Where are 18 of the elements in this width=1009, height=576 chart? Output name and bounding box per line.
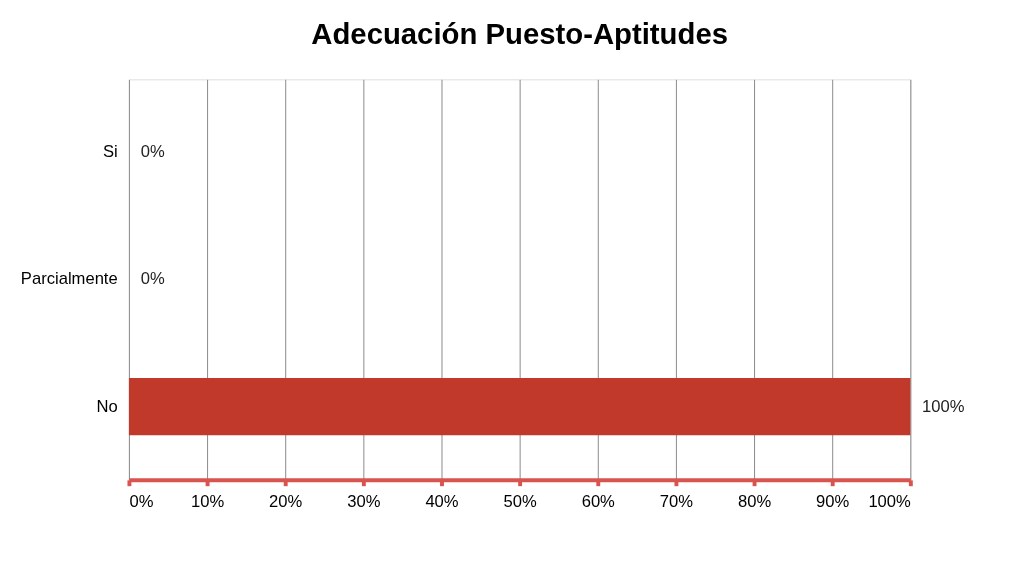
y-tick-label: Parcialmente xyxy=(20,269,118,289)
data-label: 0% xyxy=(140,142,165,162)
x-tick-label: 0% xyxy=(129,491,154,511)
x-tick-label: 10% xyxy=(190,491,225,511)
x-tick-label: 90% xyxy=(816,491,850,511)
x-tick-label: 60% xyxy=(581,491,616,511)
data-label: 0% xyxy=(140,269,165,289)
x-tick-label: 80% xyxy=(737,491,772,511)
x-tick-label: 30% xyxy=(347,491,381,511)
x-tick-label: 40% xyxy=(425,491,459,511)
y-tick-label: No xyxy=(96,396,118,416)
x-tick-label: 20% xyxy=(269,491,303,511)
x-tick-label: 70% xyxy=(659,491,694,511)
y-tick-label: Si xyxy=(102,142,118,162)
data-label: 100% xyxy=(922,396,965,416)
x-tick-label: 100% xyxy=(868,491,912,511)
x-tick-label: 50% xyxy=(503,491,537,511)
chart-title: Adecuación Puesto-Aptitudes xyxy=(311,17,728,51)
